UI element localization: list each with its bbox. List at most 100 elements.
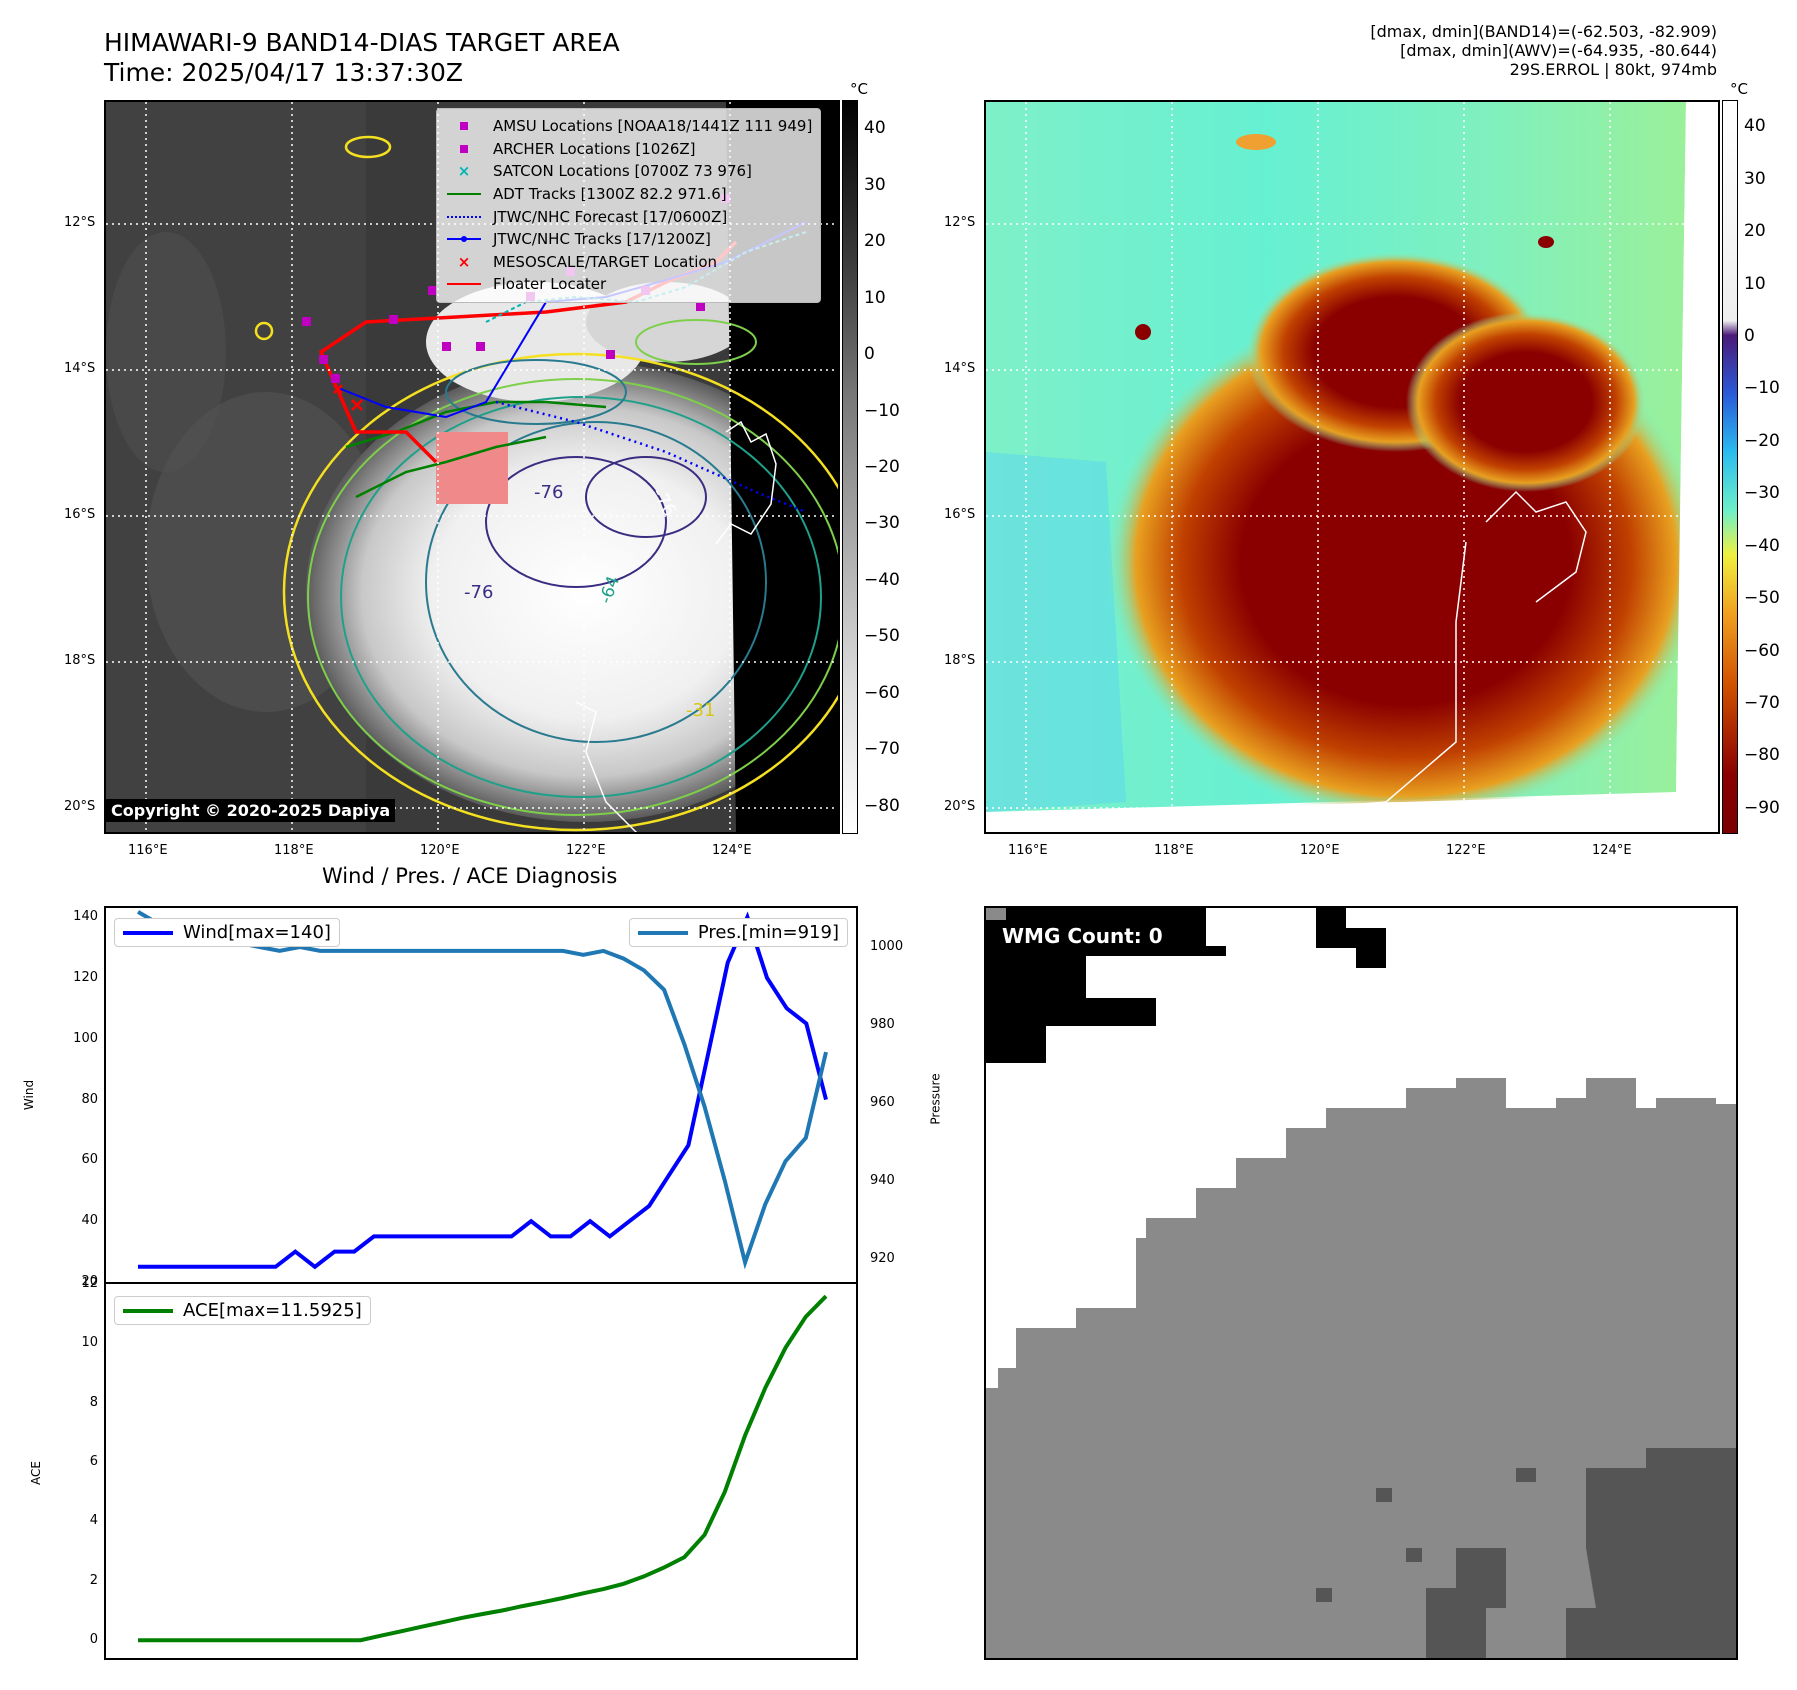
colorbar-tick-label: −30 (1744, 483, 1780, 504)
awv-map-gridlines (986, 102, 1718, 832)
awv-colorbar-unit: °C (1730, 80, 1748, 98)
colorbar-tick-label: 10 (864, 287, 886, 308)
colorbar-tick-label: 40 (864, 118, 886, 139)
legend-item-adt: ADT Tracks [1300Z 82.2 971.6] (445, 183, 812, 206)
colorbar-tick-label: 10 (1744, 273, 1766, 294)
pressure-axis-label: Pressure (928, 1073, 943, 1125)
colorbar-tick-label: −70 (864, 739, 900, 760)
y-tick-label: 0 (89, 1632, 98, 1648)
wind-series-line (138, 911, 828, 1270)
lon-tick: 116°E (128, 843, 168, 858)
figure-title: HIMAWARI-9 BAND14-DIAS TARGET AREA Time:… (104, 28, 620, 88)
y-tick-label: 80 (81, 1091, 98, 1107)
legend-item-target: × MESOSCALE/TARGET Location (457, 252, 718, 271)
wmg-imagery (986, 908, 1736, 1658)
lat-tick: 20°S (64, 799, 96, 814)
pressure-legend: Pres.[min=919] (628, 918, 848, 947)
ir-map-panel: -76 -8 -76 -76 -64 -31 AMSU Locations [N… (104, 100, 840, 834)
ace-series-line (138, 1294, 828, 1643)
ace-legend-label: ACE[max=11.5925] (183, 1300, 362, 1321)
ir-colorbar (842, 100, 858, 834)
y-tick-label: 960 (870, 1094, 895, 1110)
colorbar-tick-label: 40 (1744, 116, 1766, 137)
colorbar-tick-label: 0 (864, 344, 875, 365)
stats-line-2: [dmax, dmin](AWV)=(-64.935, -80.644) (1400, 41, 1717, 60)
lon-tick: 124°E (1592, 843, 1632, 858)
colorbar-tick-label: −50 (864, 626, 900, 647)
stats-line-3: 29S.ERROL | 80kt, 974mb (1509, 60, 1717, 79)
wind-pressure-plot (136, 910, 828, 1270)
title-line-1: HIMAWARI-9 BAND14-DIAS TARGET AREA (104, 28, 620, 57)
y-tick-label: 4 (89, 1513, 98, 1529)
wmg-panel: WMG Count: 0 (984, 906, 1738, 1660)
lon-tick: 122°E (566, 843, 606, 858)
legend-item-archer: ARCHER Locations [1026Z] (445, 138, 812, 161)
colorbar-tick-label: −80 (864, 795, 900, 816)
lon-tick: 120°E (420, 843, 460, 858)
y-tick-label: 980 (870, 1016, 895, 1032)
colorbar-tick-label: 30 (1744, 168, 1766, 189)
legend-item-forecast: JTWC/NHC Forecast [17/0600Z] (445, 205, 812, 228)
contour-label: -76 (464, 582, 494, 603)
lon-tick: 120°E (1300, 843, 1340, 858)
ace-axis-label: ACE (28, 1461, 43, 1485)
y-tick-label: 140 (73, 909, 98, 925)
y-tick-label: 920 (870, 1250, 895, 1266)
colorbar-tick-label: −40 (1744, 535, 1780, 556)
stats-line-1: [dmax, dmin](BAND14)=(-62.503, -82.909) (1370, 22, 1717, 41)
pressure-legend-label: Pres.[min=919] (697, 922, 839, 943)
colorbar-tick-label: 20 (864, 231, 886, 252)
legend-item-floater: Floater Locater (445, 273, 812, 296)
y-tick-label: 1000 (870, 938, 904, 954)
colorbar-tick-label: −50 (1744, 588, 1780, 609)
lat-tick: 18°S (944, 653, 976, 668)
ir-colorbar-unit: °C (850, 80, 868, 98)
diagnosis-chart-title: Wind / Pres. / ACE Diagnosis (322, 864, 618, 888)
ir-map-legend: AMSU Locations [NOAA18/1441Z 111 949] AR… (436, 108, 822, 303)
lon-tick: 118°E (1154, 843, 1194, 858)
colorbar-tick-label: −10 (1744, 378, 1780, 399)
wmg-count-label: WMG Count: 0 (1002, 924, 1163, 948)
y-tick-label: 60 (81, 1152, 98, 1168)
ace-chart: ACE[max=11.5925] (104, 1282, 858, 1660)
contour-label: -31 (686, 700, 716, 721)
y-tick-label: 2 (89, 1572, 98, 1588)
awv-map-imagery (986, 102, 1718, 832)
y-tick-label: 12 (81, 1276, 98, 1291)
legend-item-jtwc-tracks: JTWC/NHC Tracks [17/1200Z] (445, 228, 812, 251)
lat-tick: 18°S (64, 653, 96, 668)
colorbar-tick-label: −70 (1744, 692, 1780, 713)
y-tick-label: 20 (81, 1274, 98, 1289)
lat-tick: 16°S (64, 507, 96, 522)
wind-legend-label: Wind[max=140] (183, 922, 331, 943)
colorbar-tick-label: 30 (864, 174, 886, 195)
colorbar-tick-label: −90 (1744, 797, 1780, 818)
legend-item-amsu: AMSU Locations [NOAA18/1441Z 111 949] (445, 115, 812, 138)
y-tick-label: 40 (81, 1213, 98, 1229)
lat-tick: 12°S (64, 215, 96, 230)
y-tick-label: 8 (89, 1394, 98, 1410)
lat-tick: 14°S (944, 361, 976, 376)
lon-tick: 116°E (1008, 843, 1048, 858)
lat-tick: 20°S (944, 799, 976, 814)
colorbar-tick-label: 20 (1744, 221, 1766, 242)
colorbar-tick-label: −30 (864, 513, 900, 534)
awv-colorbar (1722, 100, 1738, 834)
colorbar-tick-label: −20 (864, 457, 900, 477)
colorbar-tick-label: −20 (1744, 430, 1780, 451)
legend-item-satcon: × SATCON Locations [0700Z 73 976] (457, 162, 752, 181)
lat-tick: 14°S (64, 361, 96, 376)
colorbar-tick-label: −40 (864, 569, 900, 590)
wind-legend: Wind[max=140] (114, 918, 340, 947)
awv-map-panel (984, 100, 1720, 834)
y-tick-label: 940 (870, 1172, 895, 1188)
colorbar-tick-label: −60 (864, 682, 900, 703)
ace-plot (138, 1294, 828, 1643)
lon-tick: 122°E (1446, 843, 1486, 858)
y-tick-label: 10 (81, 1335, 98, 1351)
lon-tick: 124°E (712, 843, 752, 858)
lon-tick: 118°E (274, 843, 314, 858)
lat-tick: 12°S (944, 215, 976, 230)
contour-label: -76 (534, 482, 564, 503)
colorbar-tick-label: 0 (1744, 325, 1755, 346)
